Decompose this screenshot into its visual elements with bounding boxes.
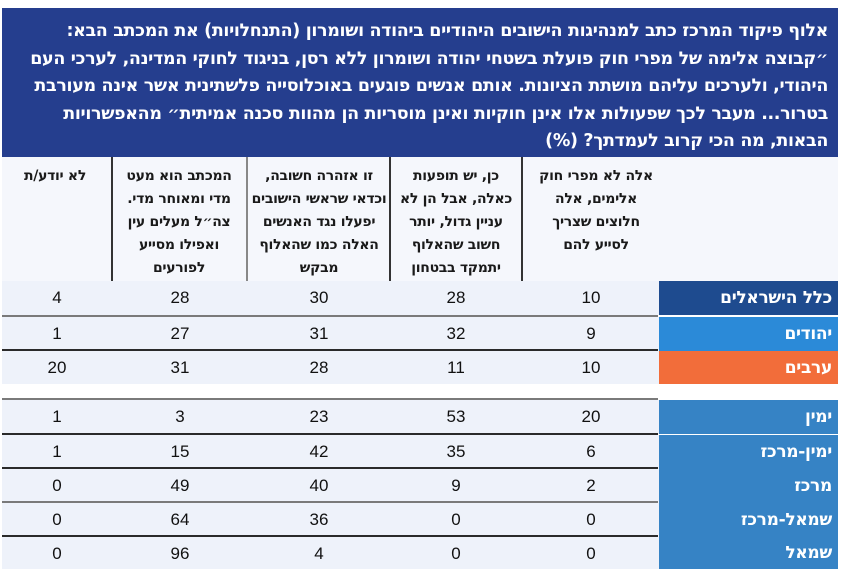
row-label: מרכז [659,469,838,503]
column-divider [521,157,523,281]
row-label: יהודים [659,317,838,351]
table-row-all-israelis: 10 28 30 28 4 כלל הישראלים [2,281,838,315]
value-not-big-deal: 0 [451,510,461,529]
column-divider [246,157,248,281]
value-too-little: 49 [170,476,190,495]
value-too-little: 28 [170,288,190,307]
value-dont-know: 4 [52,288,62,307]
value-pioneers: 9 [586,324,596,343]
row-divider [2,398,658,400]
value-important-warning: 23 [309,407,329,426]
column-divider [389,157,391,281]
column-divider [111,157,113,281]
value-important-warning: 30 [309,288,329,307]
value-pioneers: 10 [581,358,601,377]
table-row-jews: 9 32 31 27 1 יהודים [2,317,838,351]
value-pioneers: 0 [586,544,596,563]
column-header-too-little-too-late: המכתב הוא מעט מדי ומאוחר מדי. צה״ל מעלים… [126,168,232,276]
row-divider [2,501,658,503]
row-label: ימין [659,400,838,434]
value-important-warning: 40 [309,476,329,495]
column-header-not-big-deal: כן, יש תופעות כאלה, אבל הן לא עניין גדול… [400,168,512,276]
row-divider [2,315,658,317]
row-label: שמאל [659,537,838,569]
row-divider [2,349,658,351]
row-label: ערבים [659,351,838,385]
row-label: כלל הישראלים [659,281,838,315]
value-not-big-deal: 9 [451,476,461,495]
column-header-dont-know: לא יודע/ת [24,168,86,184]
value-too-little: 31 [170,358,190,377]
value-too-little: 96 [170,544,190,563]
value-pioneers: 2 [586,476,596,495]
value-not-big-deal: 35 [446,442,466,461]
value-important-warning: 42 [309,442,329,461]
column-headers: אלה לא מפרי חוק אלימים, אלה חלוצים שצריך… [2,157,838,281]
column-header-important-warning: זו אזהרה חשובה, וכדאי שראשי הישובים יפעל… [251,168,387,276]
value-dont-know: 0 [52,510,62,529]
value-pioneers: 0 [586,510,596,529]
table-row-right: 20 53 23 3 1 ימין [2,400,838,434]
column-header-pioneers: אלה לא מפרי חוק אלימים, אלה חלוצים שצריך… [539,168,653,253]
value-not-big-deal: 0 [451,544,461,563]
table-row-arabs: 10 11 28 31 20 ערבים [2,351,838,385]
table-row-center: 2 9 40 49 0 מרכז [2,469,838,503]
row-label: ימין-מרכז [659,435,838,469]
value-dont-know: 1 [52,442,62,461]
value-important-warning: 36 [309,510,329,529]
value-too-little: 27 [170,324,190,343]
value-important-warning: 4 [314,544,324,563]
value-dont-know: 1 [52,324,62,343]
value-pioneers: 6 [586,442,596,461]
value-dont-know: 0 [52,476,62,495]
value-not-big-deal: 53 [446,407,466,426]
value-too-little: 3 [175,407,185,426]
value-too-little: 64 [170,510,190,529]
row-divider [2,467,658,469]
value-important-warning: 28 [309,358,329,377]
value-important-warning: 31 [309,324,329,343]
value-pioneers: 20 [581,407,601,426]
table-row-left: 0 0 4 96 0 שמאל [2,537,838,569]
value-dont-know: 0 [52,544,62,563]
table-row-center-left: 0 0 36 64 0 שמאל-מרכז [2,503,838,537]
value-dont-know: 1 [52,407,62,426]
table-row-center-right: 6 35 42 15 1 ימין-מרכז [2,435,838,469]
value-pioneers: 10 [581,288,601,307]
question-header: אלוף פיקוד המרכז כתב למנהיגות הישובים הי… [2,8,838,157]
value-too-little: 15 [170,442,190,461]
question-text: אלוף פיקוד המרכז כתב למנהיגות הישובים הי… [30,21,828,151]
value-not-big-deal: 28 [446,288,466,307]
value-dont-know: 20 [47,358,67,377]
value-not-big-deal: 11 [447,358,465,377]
row-divider [2,535,658,537]
row-label: שמאל-מרכז [659,503,838,537]
row-divider [2,433,658,435]
value-not-big-deal: 32 [446,324,466,343]
group-spacer [2,384,838,400]
